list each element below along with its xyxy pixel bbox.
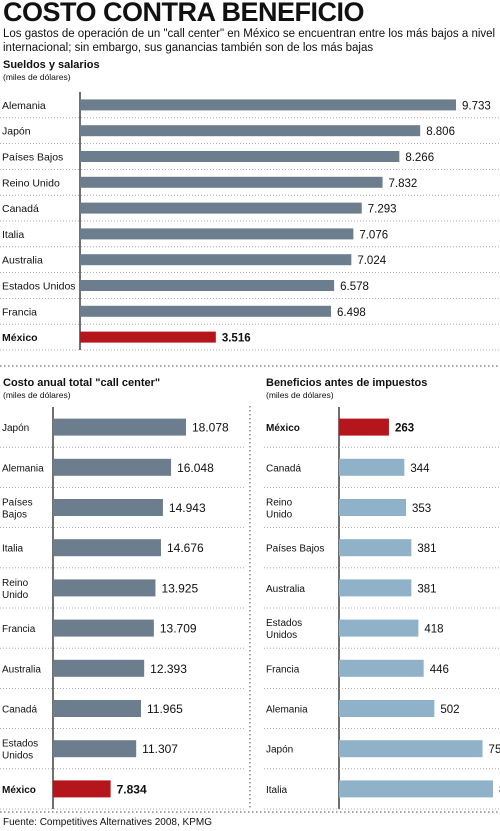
chart1-value-label: 6.578 <box>340 281 369 293</box>
chart2-bar <box>53 700 142 717</box>
chart3-bar <box>339 780 493 798</box>
chart1-bar <box>80 125 421 137</box>
chart1-value-label: 3.516 <box>222 333 251 345</box>
chart3-value-label: 353 <box>412 503 431 515</box>
chart3-category-label: México <box>266 423 300 434</box>
chart2-category-label: Reino Unido <box>2 578 29 601</box>
chart2-value-label: 13.709 <box>160 622 197 636</box>
chart1-bar <box>80 202 362 214</box>
chart3-bar <box>339 619 419 637</box>
chart1-value-label: 8.806 <box>426 126 455 138</box>
chart3-bar <box>339 499 407 516</box>
chart1-bar <box>80 254 352 266</box>
chart1-bar <box>80 151 400 162</box>
chart1-bar <box>80 99 456 111</box>
chart2-value-label: 11.307 <box>142 742 178 756</box>
chart2-value-label: 14.676 <box>167 541 204 555</box>
chart2-value-label: 18.078 <box>192 421 229 435</box>
chart3-category-label: Alemania <box>266 705 308 716</box>
chart2-bar <box>53 579 156 597</box>
chart1-value-label: 7.832 <box>389 178 418 190</box>
chart1-category-label: Italia <box>2 229 24 241</box>
chart1-title: Sueldos y salarios <box>3 59 100 71</box>
chart2-value-label: 14.943 <box>169 501 206 515</box>
chart3-category-label: Italia <box>266 785 288 796</box>
chart1-category-label: México <box>2 332 38 344</box>
chart3-category-label: Estados Unidos <box>266 618 302 641</box>
chart1-category-label: Japón <box>2 126 31 138</box>
chart1-value-label: 7.076 <box>359 229 388 241</box>
chart3-subtitle: (miles de dólares) <box>266 390 334 400</box>
page-title: COSTO CONTRA BENEFICIO <box>3 0 365 27</box>
chart3-bar <box>339 418 389 436</box>
chart1-bar <box>80 280 335 291</box>
chart1-bar <box>80 228 354 240</box>
chart1-bar <box>80 331 216 343</box>
chart2-bar <box>53 619 154 637</box>
chart2-value-label: 11.965 <box>147 702 183 716</box>
chart2-category-label: Japón <box>2 423 29 434</box>
chart3-value-label: 381 <box>417 583 436 595</box>
chart2-value-label: 16.048 <box>177 461 214 475</box>
chart2-value-label: 12.393 <box>150 662 187 676</box>
chart3-value-label: 263 <box>395 423 414 435</box>
chart3-value-label: 381 <box>417 543 436 555</box>
chart2-category-label: Alemania <box>2 463 44 474</box>
chart3-value-label: 418 <box>424 624 443 636</box>
chart2-category-label: Australia <box>2 664 41 675</box>
source-note: Fuente: Competitives Alternatives 2008, … <box>3 817 212 828</box>
chart2-bar <box>53 780 111 798</box>
chart1-value-label: 6.498 <box>337 307 366 319</box>
chart3-bar <box>339 579 412 597</box>
chart2-value-label: 13.925 <box>161 581 198 595</box>
chart2-bar <box>53 539 161 557</box>
chart2-title: Costo anual total "call center" <box>3 377 161 389</box>
chart1-category-label: Estados Unidos <box>2 281 76 293</box>
chart2-bar <box>53 418 186 436</box>
chart2-bar <box>53 659 145 677</box>
chart3-category-label: Japón <box>266 745 293 756</box>
chart3-value-label: 344 <box>410 463 430 475</box>
chart3-category-label: Canadá <box>266 463 301 474</box>
chart1-category-label: Francia <box>2 306 37 318</box>
chart2-category-label: Italia <box>2 544 24 555</box>
chart1-category-label: Países Bajos <box>2 152 63 164</box>
chart1-subtitle: (miles de dólares) <box>3 72 71 82</box>
chart3-value-label: 502 <box>440 704 459 716</box>
chart2-category-label: Estados Unidos <box>2 739 38 762</box>
chart3-bar <box>339 659 424 677</box>
chart2-category-label: México <box>2 785 36 796</box>
chart3-value-label: 446 <box>430 664 449 676</box>
chart1-category-label: Alemania <box>2 100 46 112</box>
chart2-subtitle: (miles de dólares) <box>3 390 71 400</box>
chart1-value-label: 7.293 <box>368 204 397 216</box>
chart3-bar <box>339 740 483 758</box>
chart3-title: Beneficios antes de impuestos <box>266 377 428 389</box>
chart3-bar <box>339 458 405 476</box>
chart3-value-label: 756 <box>489 744 500 756</box>
chart2-category-label: Canadá <box>2 705 37 716</box>
chart2-value-label: 7.834 <box>117 782 147 796</box>
chart1-category-label: Canadá <box>2 203 39 215</box>
chart1-value-label: 8.266 <box>405 152 434 164</box>
chart1-value-label: 7.024 <box>357 255 386 267</box>
page-subtitle: Los gastos de operación de un "call cent… <box>3 28 496 54</box>
chart2-category-label: Francia <box>2 624 36 635</box>
chart3-bar <box>339 539 412 557</box>
chart2-bar <box>53 499 163 516</box>
chart2-bar <box>53 740 137 758</box>
chart2-bar <box>53 458 172 476</box>
chart3-category-label: Australia <box>266 584 305 595</box>
chart3-bar <box>339 700 435 717</box>
chart1-bar <box>80 176 383 188</box>
chart1-category-label: Reino Unido <box>2 177 60 189</box>
chart1-bar <box>80 305 332 317</box>
chart3-category-label: Reino Unido <box>266 498 293 521</box>
chart3-category-label: Francia <box>266 664 300 675</box>
chart3-category-label: Países Bajos <box>266 544 324 555</box>
chart2-category-label: Países Bajos <box>2 498 33 521</box>
chart1-value-label: 9.733 <box>462 100 491 112</box>
chart1-category-label: Australia <box>2 255 43 267</box>
